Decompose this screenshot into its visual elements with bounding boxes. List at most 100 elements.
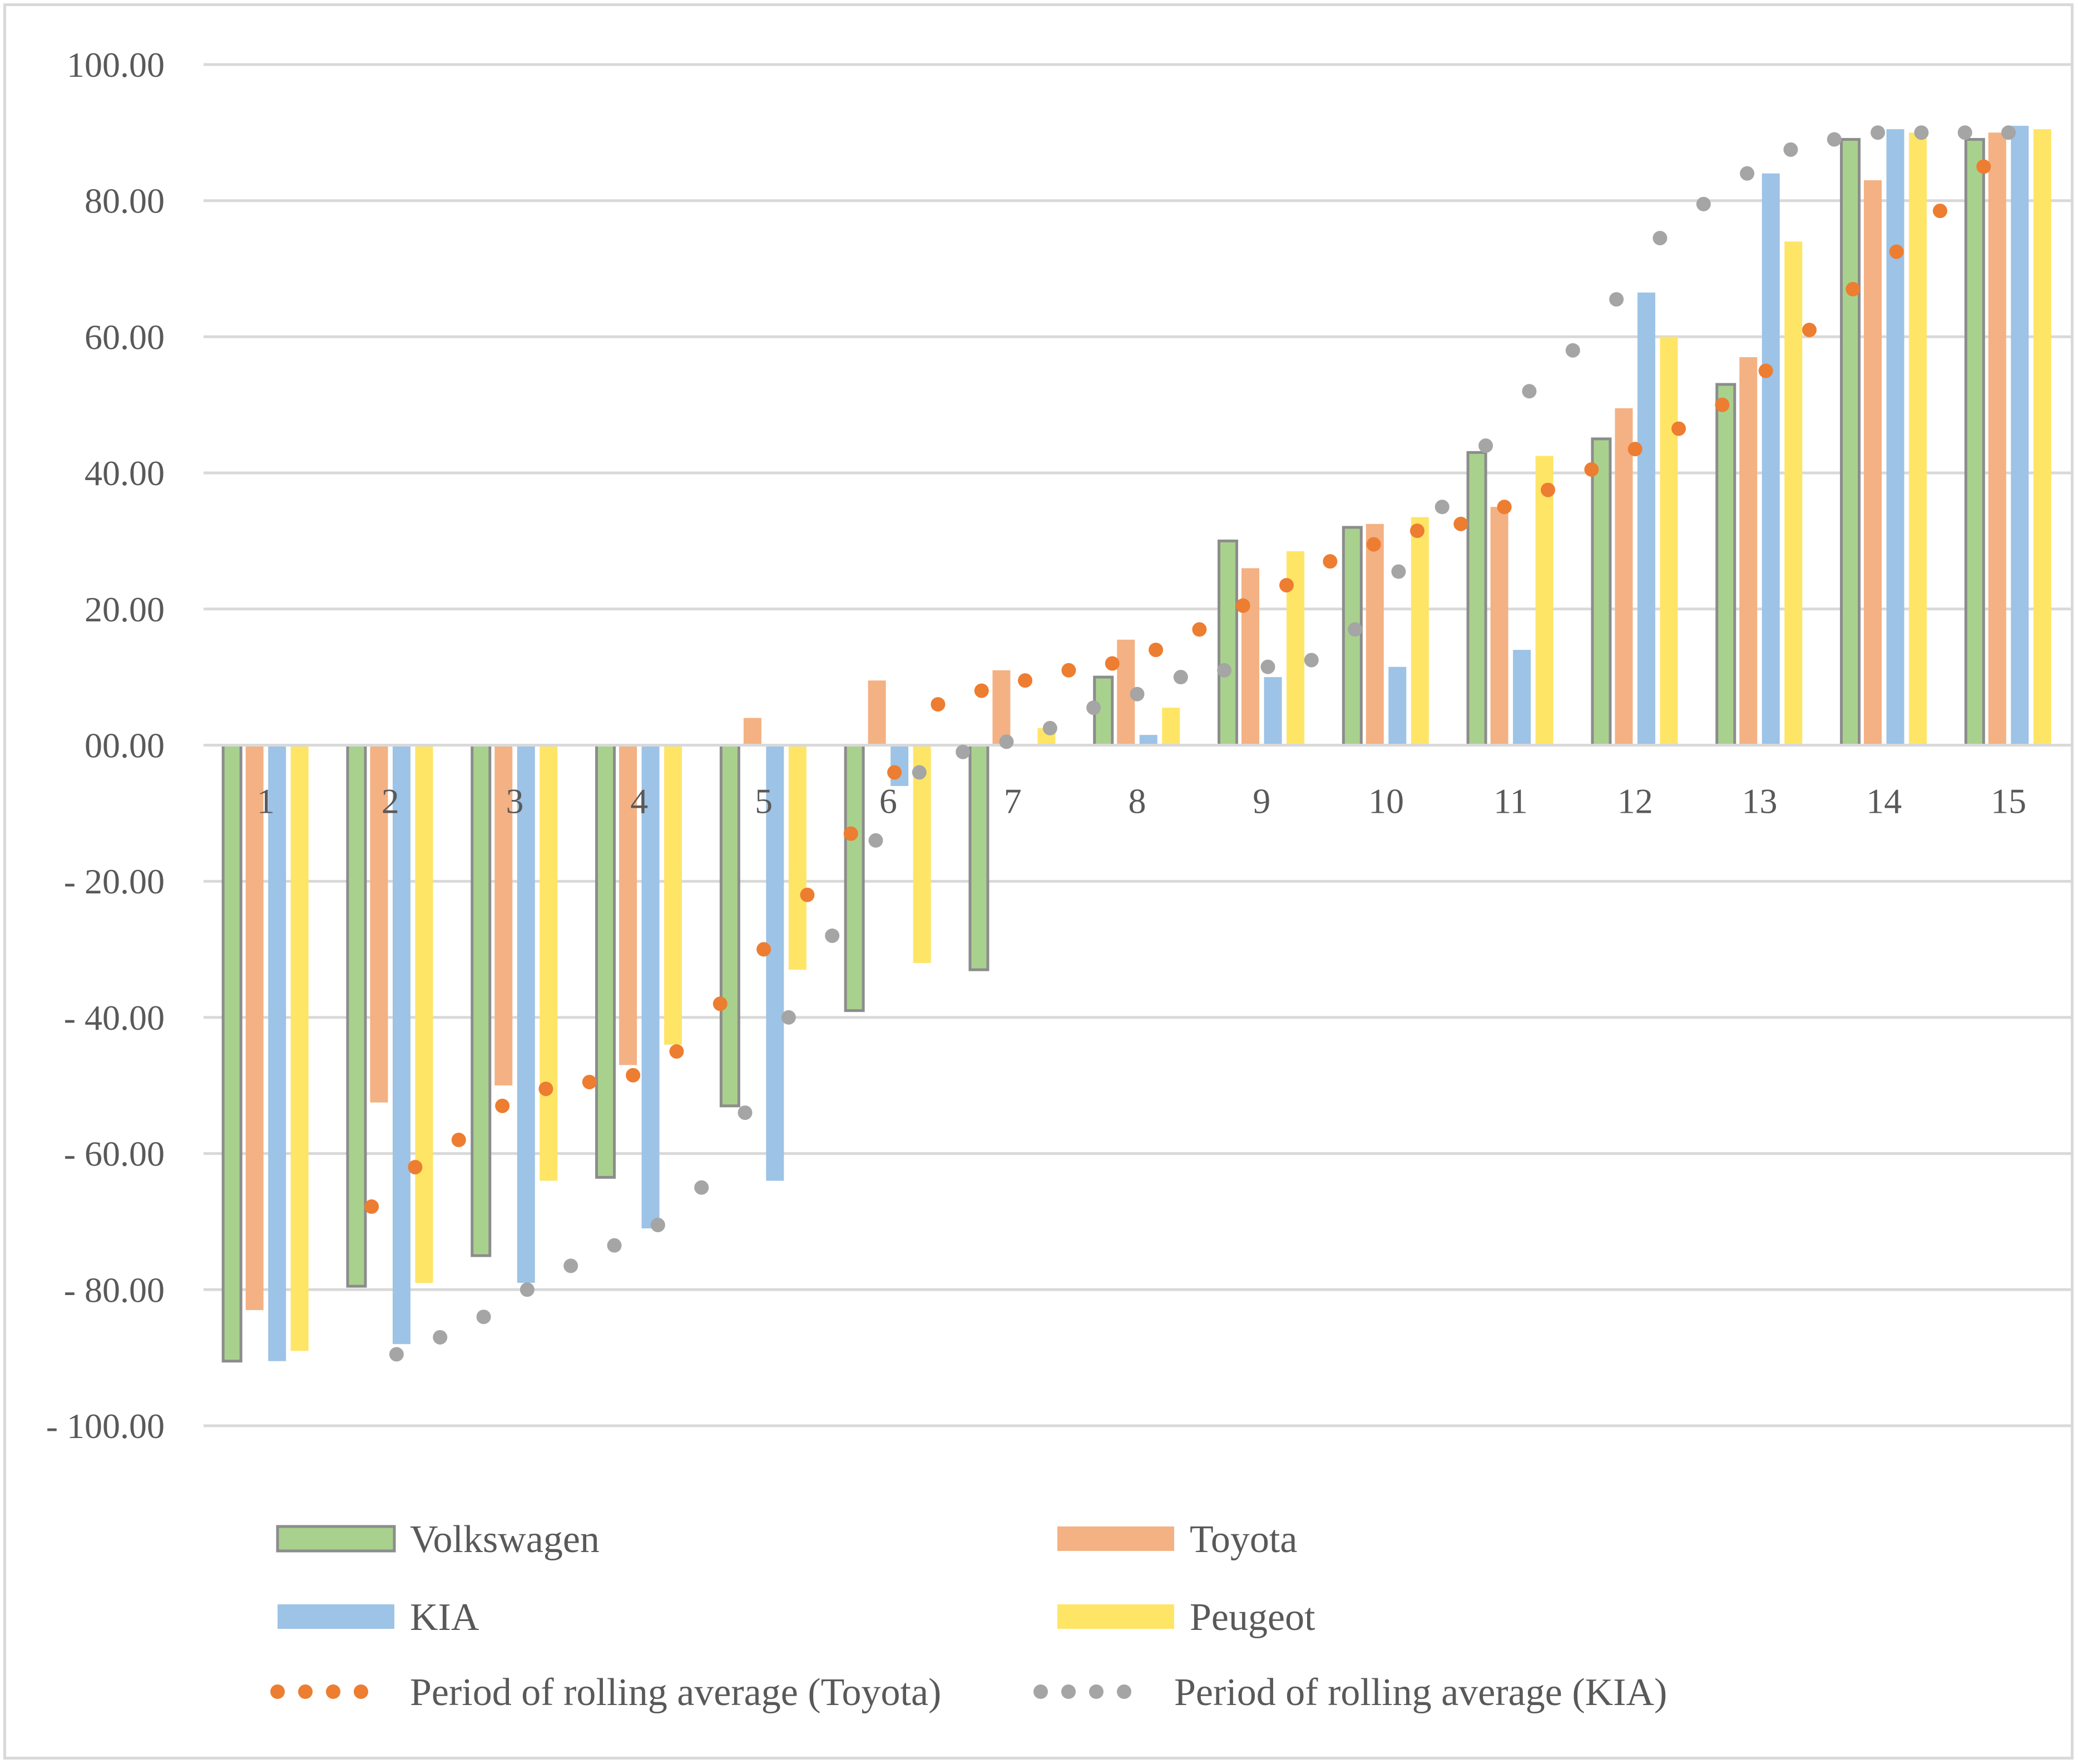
x-tick-label: 9 [1253, 782, 1270, 821]
rolling-dot-period-of-rolling-average-kia [781, 1010, 796, 1025]
bar-toyota [1988, 132, 2006, 745]
bar-volkswagen [1466, 451, 1487, 747]
bar-volkswagen [1342, 526, 1363, 747]
bar-toyota [868, 680, 886, 745]
rolling-dot-period-of-rolling-average-kia [389, 1347, 404, 1362]
rolling-dot-period-of-rolling-average-kia [1957, 125, 1972, 140]
x-tick-label: 14 [1866, 782, 1902, 821]
rolling-dot-period-of-rolling-average-kia [650, 1218, 665, 1233]
rolling-dot-period-of-rolling-average-kia [2001, 125, 2016, 140]
rolling-dot-period-of-rolling-average-toyota [1846, 281, 1861, 297]
rolling-dot-period-of-rolling-average-toyota [1018, 673, 1033, 688]
legend-swatch-period-of-rolling-average-toyota [354, 1684, 368, 1699]
rolling-dot-period-of-rolling-average-kia [1783, 142, 1798, 157]
rolling-dot-period-of-rolling-average-kia [433, 1330, 448, 1345]
legend-swatch-period-of-rolling-average-toyota [298, 1684, 313, 1699]
bar-kia [268, 745, 286, 1361]
bar-volkswagen [968, 744, 989, 971]
bar-peugeot [415, 745, 433, 1283]
rolling-dot-period-of-rolling-average-kia [1173, 670, 1188, 685]
legend-swatch-period-of-rolling-average-kia [1061, 1684, 1076, 1699]
x-tick-label: 10 [1368, 782, 1404, 821]
x-tick-label: 4 [630, 782, 648, 821]
bar-toyota [245, 745, 264, 1311]
rolling-dot-period-of-rolling-average-kia [476, 1310, 491, 1325]
legend: Volkswagen Toyota KIA Peugeot Period of roll… [270, 1518, 1667, 1714]
rolling-dot-period-of-rolling-average-kia [999, 734, 1014, 749]
bar-peugeot [1162, 708, 1180, 745]
rolling-dot-period-of-rolling-average-kia [520, 1282, 535, 1297]
bar-kia [1139, 735, 1157, 745]
bar-kia [1264, 677, 1282, 745]
x-tick-label: 11 [1493, 782, 1528, 821]
legend-swatch-period-of-rolling-average-kia [1089, 1684, 1104, 1699]
bar-kia [766, 745, 784, 1181]
bar-kia [641, 745, 660, 1229]
bar-volkswagen [1218, 539, 1239, 747]
chart: 100.00 80.00 60.00 40.00 20.00 00.00 - 20.00 - … [46, 45, 2071, 1714]
rolling-dot-period-of-rolling-average-kia [1391, 564, 1406, 579]
bar-kia [1886, 129, 1904, 745]
bar-kia [1637, 292, 1655, 745]
legend-label-period-of-rolling-average-kia: Period of rolling average (KIA) [1174, 1671, 1667, 1714]
y-tick-label: - 60.00 [64, 1134, 165, 1174]
legend-label-peugeot: Peugeot [1190, 1596, 1315, 1639]
bar-volkswagen [1840, 138, 1861, 747]
rolling-dot-period-of-rolling-average-toyota [669, 1044, 684, 1059]
y-tick-label: 80.00 [85, 181, 165, 221]
rolling-dot-period-of-rolling-average-kia [1652, 230, 1668, 245]
legend-label-volkswagen: Volkswagen [410, 1518, 600, 1561]
rolling-dot-period-of-rolling-average-toyota [1366, 537, 1381, 552]
bar-toyota [1864, 180, 1882, 745]
rolling-dot-period-of-rolling-average-kia [1740, 166, 1755, 181]
rolling-dot-period-of-rolling-average-kia [1522, 384, 1537, 399]
rolling-dot-period-of-rolling-average-kia [607, 1238, 622, 1253]
bar-toyota [1365, 523, 1384, 745]
rolling-dot-period-of-rolling-average-toyota [408, 1160, 423, 1175]
bar-volkswagen [1715, 383, 1736, 747]
rolling-dot-period-of-rolling-average-kia [1130, 686, 1145, 701]
bar-peugeot [540, 745, 558, 1181]
rolling-dot-period-of-rolling-average-toyota [1497, 500, 1512, 515]
bar-toyota [1739, 357, 1758, 745]
bar-volkswagen [471, 744, 492, 1257]
rolling-dot-period-of-rolling-average-kia [868, 833, 883, 848]
x-axis-tick-labels: 1 2 3 4 5 6 7 8 9 10 11 12 13 14 15 [257, 782, 2026, 821]
bar-toyota [743, 718, 761, 745]
rolling-dot-period-of-rolling-average-toyota [626, 1068, 641, 1083]
y-tick-label: 40.00 [85, 453, 165, 493]
bar-toyota [1490, 507, 1508, 745]
rolling-dot-period-of-rolling-average-toyota [1802, 323, 1817, 338]
rolling-dot-period-of-rolling-average-kia [1304, 653, 1319, 668]
legend-label-toyota: Toyota [1190, 1518, 1297, 1561]
bar-peugeot [1909, 132, 1927, 745]
rolling-dot-period-of-rolling-average-kia [1042, 720, 1057, 735]
rolling-dot-period-of-rolling-average-toyota [1453, 516, 1468, 531]
x-tick-label: 2 [382, 782, 399, 821]
rolling-dot-period-of-rolling-average-toyota [582, 1075, 597, 1090]
y-tick-label: 100.00 [67, 45, 165, 85]
bar-volkswagen [1591, 437, 1612, 747]
rolling-dot-period-of-rolling-average-toyota [495, 1098, 510, 1113]
rolling-dot-period-of-rolling-average-toyota [1149, 643, 1164, 658]
rolling-dot-period-of-rolling-average-toyota [364, 1199, 379, 1214]
rolling-dot-period-of-rolling-average-kia [1827, 132, 1842, 147]
bar-peugeot [2033, 129, 2051, 745]
x-tick-label: 8 [1129, 782, 1146, 821]
x-tick-label: 13 [1742, 782, 1778, 821]
rolling-dot-period-of-rolling-average-kia [1478, 438, 1493, 453]
bar-toyota [494, 745, 513, 1086]
x-tick-label: 3 [506, 782, 524, 821]
rolling-dot-period-of-rolling-average-kia [912, 765, 927, 780]
rolling-dot-period-of-rolling-average-toyota [1279, 577, 1294, 592]
rolling-dot-period-of-rolling-average-kia [1260, 659, 1275, 674]
y-tick-label: - 40.00 [64, 998, 165, 1037]
rolling-dot-period-of-rolling-average-kia [1696, 196, 1711, 211]
x-tick-label: 1 [257, 782, 275, 821]
legend-swatch-period-of-rolling-average-toyota [270, 1684, 285, 1699]
x-tick-label: 5 [755, 782, 773, 821]
rolling-dot-period-of-rolling-average-toyota [1976, 159, 1991, 174]
bar-toyota [1241, 568, 1260, 745]
rolling-dot-period-of-rolling-average-kia [1914, 125, 1929, 140]
rolling-dot-period-of-rolling-average-toyota [1105, 656, 1120, 671]
